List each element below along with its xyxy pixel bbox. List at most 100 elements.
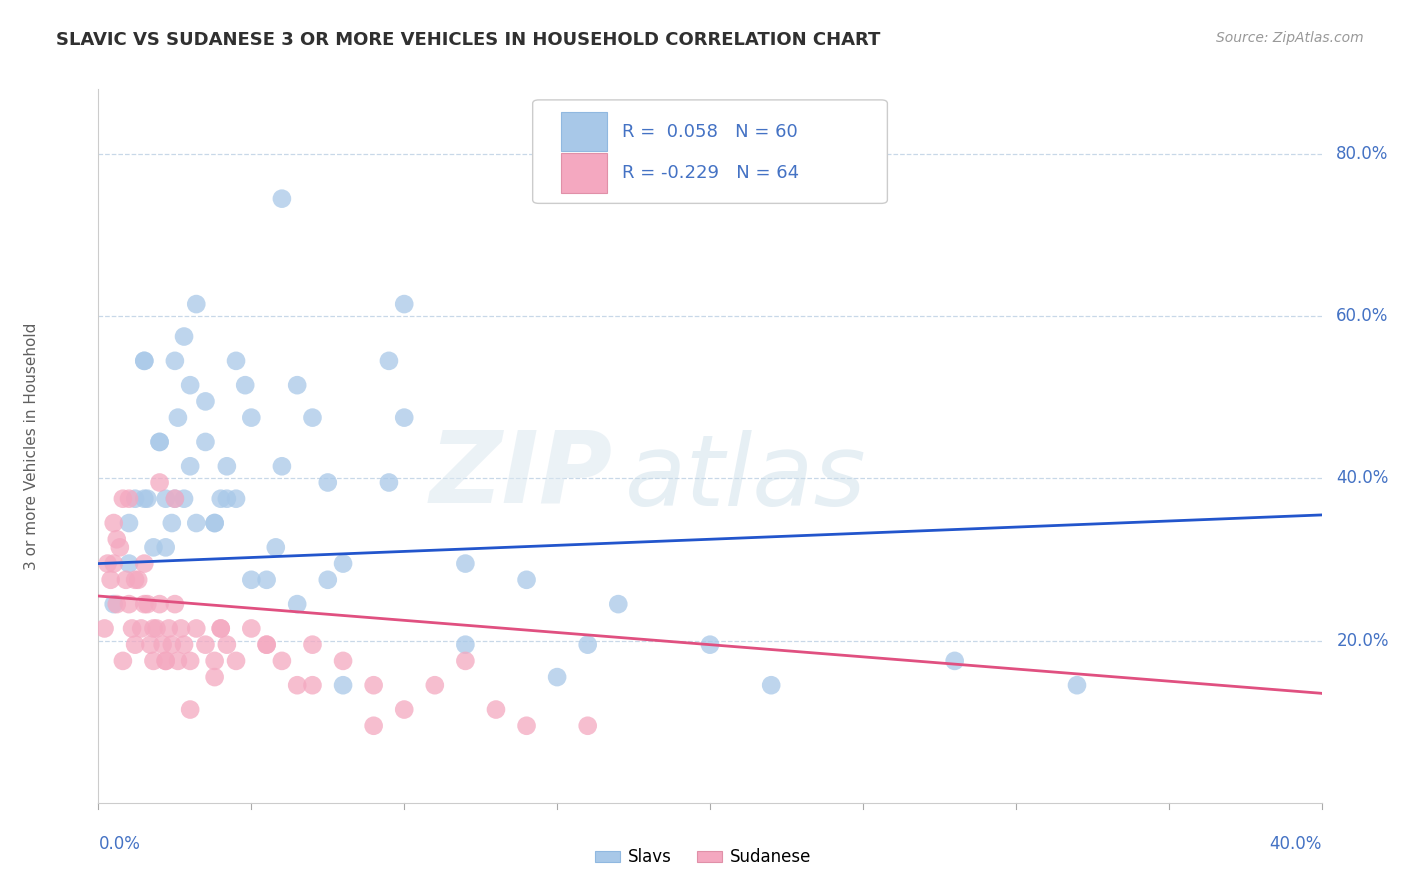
Point [155, 654, 177, 668]
Point [155, 491, 177, 506]
Point [100, 573, 122, 587]
Point [163, 354, 186, 368]
Point [108, 541, 131, 555]
Point [93, 622, 115, 636]
Point [516, 573, 538, 587]
Point [392, 410, 416, 425]
Point [111, 491, 134, 506]
Point [332, 557, 354, 571]
Point [149, 434, 172, 449]
Point [264, 541, 287, 555]
Point [378, 354, 401, 368]
FancyBboxPatch shape [561, 112, 607, 152]
Text: 0.0%: 0.0% [98, 835, 141, 853]
Point [103, 597, 125, 611]
Point [225, 654, 247, 668]
Point [124, 573, 146, 587]
Point [105, 597, 128, 611]
Point [576, 638, 599, 652]
Point [316, 475, 339, 490]
Point [285, 597, 308, 611]
Point [127, 573, 149, 587]
Point [270, 459, 292, 474]
Point [215, 491, 238, 506]
Point [204, 670, 226, 684]
Point [155, 541, 177, 555]
Point [160, 638, 183, 652]
Point [121, 622, 143, 636]
Point [157, 622, 180, 636]
Point [316, 573, 339, 587]
Point [332, 654, 354, 668]
Point [179, 459, 201, 474]
Point [204, 516, 226, 530]
Point [142, 622, 165, 636]
Point [186, 297, 208, 311]
Text: 60.0%: 60.0% [1336, 307, 1389, 326]
Point [152, 638, 174, 652]
Point [167, 654, 190, 668]
Point [240, 573, 263, 587]
Point [546, 670, 568, 684]
Point [392, 297, 416, 311]
Point [270, 192, 292, 206]
FancyBboxPatch shape [561, 153, 607, 193]
Point [240, 622, 263, 636]
Point [194, 394, 217, 409]
Point [134, 354, 156, 368]
Point [576, 719, 599, 733]
Point [118, 557, 141, 571]
Point [215, 638, 238, 652]
Point [225, 491, 247, 506]
Text: R =  0.058   N = 60: R = 0.058 N = 60 [621, 123, 797, 141]
Point [285, 378, 308, 392]
Point [204, 516, 226, 530]
Point [136, 597, 159, 611]
Point [124, 638, 146, 652]
Point [149, 434, 172, 449]
Point [233, 378, 256, 392]
Point [115, 573, 138, 587]
Text: 20.0%: 20.0% [1336, 632, 1389, 649]
Point [378, 475, 401, 490]
Text: 3 or more Vehicles in Household: 3 or more Vehicles in Household [24, 322, 38, 570]
Point [163, 491, 186, 506]
Point [118, 516, 141, 530]
Point [256, 638, 278, 652]
Point [173, 638, 195, 652]
Point [209, 491, 232, 506]
Point [134, 597, 156, 611]
Point [186, 516, 208, 530]
Point [134, 557, 156, 571]
Point [194, 434, 217, 449]
Point [145, 622, 167, 636]
Point [516, 719, 538, 733]
Point [163, 597, 186, 611]
Point [129, 622, 152, 636]
Text: SLAVIC VS SUDANESE 3 OR MORE VEHICLES IN HOUSEHOLD CORRELATION CHART: SLAVIC VS SUDANESE 3 OR MORE VEHICLES IN… [56, 31, 880, 49]
Point [142, 541, 165, 555]
Point [215, 459, 238, 474]
Text: Source: ZipAtlas.com: Source: ZipAtlas.com [1216, 31, 1364, 45]
Point [139, 638, 162, 652]
Point [118, 491, 141, 506]
Text: 80.0%: 80.0% [1336, 145, 1389, 163]
Point [301, 638, 323, 652]
Text: R = -0.229   N = 64: R = -0.229 N = 64 [621, 164, 799, 182]
Point [423, 678, 446, 692]
Point [454, 654, 477, 668]
Point [943, 654, 966, 668]
Point [240, 410, 263, 425]
Point [194, 638, 217, 652]
Point [225, 354, 247, 368]
Legend: Slavs, Sudanese: Slavs, Sudanese [588, 842, 818, 873]
Point [332, 678, 354, 692]
Point [699, 638, 721, 652]
Point [759, 678, 782, 692]
Point [105, 533, 128, 547]
Point [160, 516, 183, 530]
Point [1066, 678, 1088, 692]
Point [97, 557, 120, 571]
Text: 40.0%: 40.0% [1270, 835, 1322, 853]
Point [103, 516, 125, 530]
